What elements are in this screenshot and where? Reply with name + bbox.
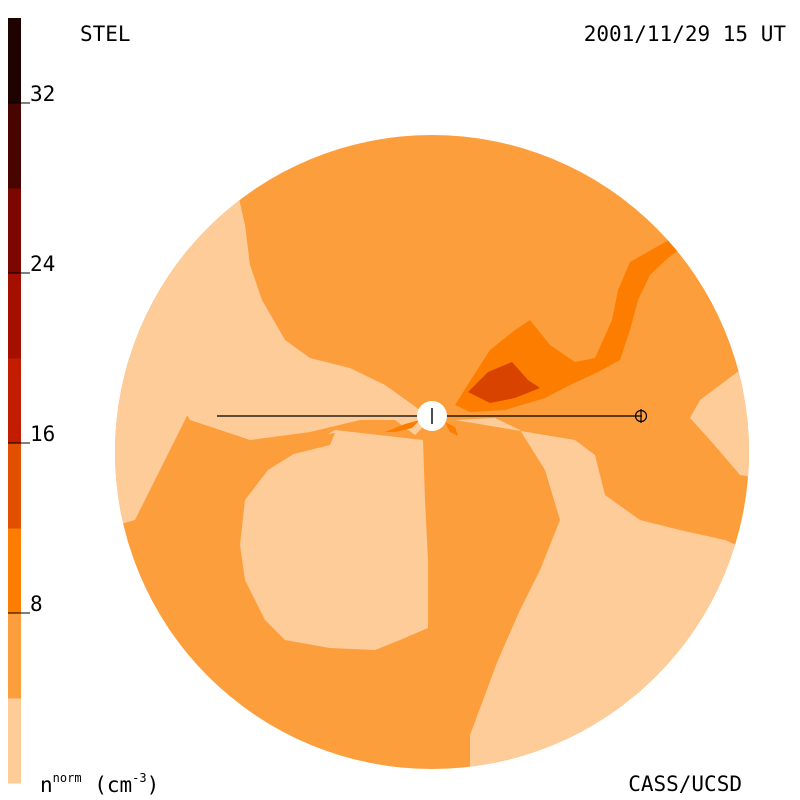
colorbar-tick-label: 8: [30, 592, 43, 616]
colorbar-segment: [8, 103, 21, 189]
light-region-lower-center: [240, 430, 428, 650]
level-2-background: [115, 135, 749, 769]
colorbar-segment: [8, 528, 21, 614]
colorbar-units: nnorm (cm-3): [40, 771, 160, 797]
timestamp-label: 2001/11/29 15 UT: [583, 22, 786, 46]
density-disc: [115, 135, 749, 769]
colorbar-tick-label: 16: [30, 422, 55, 446]
colorbar-tick-label: 24: [30, 252, 55, 276]
center-wisp-2: [445, 422, 458, 436]
left-wisp: [200, 433, 335, 478]
colorbar-segment: [8, 613, 21, 699]
colorbar-segment: [8, 698, 21, 784]
colorbar: [8, 18, 21, 784]
colorbar-segment: [8, 18, 21, 104]
light-region-right: [690, 325, 749, 480]
center-wisp: [385, 420, 420, 432]
colorbar-ticks: 8 16 24 32: [8, 82, 55, 616]
colorbar-segment: [8, 443, 21, 529]
colorbar-segment: [8, 273, 21, 359]
colorbar-segment: [8, 188, 21, 274]
credit-label: CASS/UCSD: [628, 772, 742, 796]
level-4-core: [468, 362, 540, 403]
colorbar-tick-label: 32: [30, 82, 55, 106]
colorbar-segment: [8, 358, 21, 444]
instrument-label: STEL: [80, 22, 131, 46]
